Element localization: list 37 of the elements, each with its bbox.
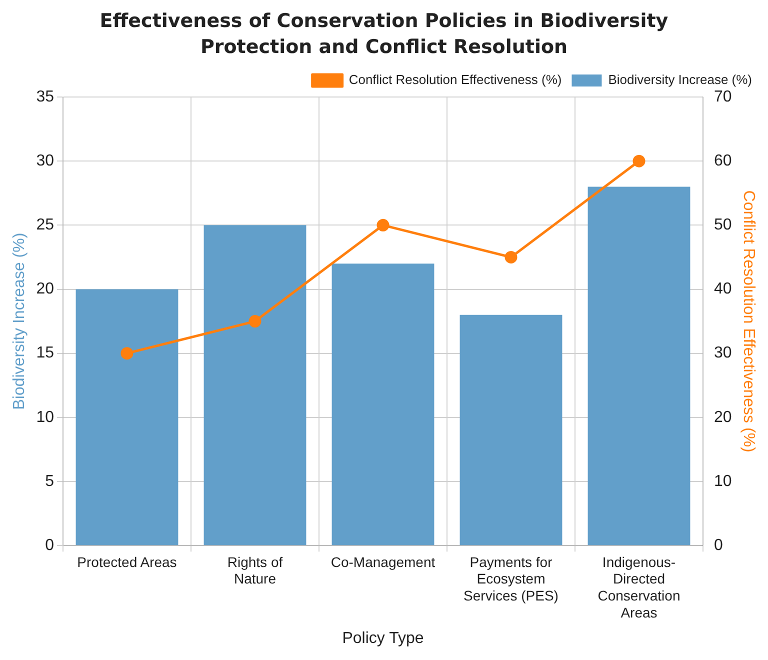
y2-axis-title: Conflict Resolution Effectiveness (%) <box>740 190 757 452</box>
x-tick-label: Payments for Ecosystem Services (PES) <box>464 554 558 604</box>
point <box>248 315 262 328</box>
y-tick-label: 25 <box>36 216 54 234</box>
y-tick-label: 5 <box>45 472 54 490</box>
bar <box>460 314 562 546</box>
y-tick-label: 0 <box>45 537 54 554</box>
y-tick-label: 15 <box>36 344 54 362</box>
bar <box>76 289 178 546</box>
point <box>504 250 518 264</box>
y2-tick-label: 70 <box>714 88 732 106</box>
x-tick-label: Protected Areas <box>77 554 177 570</box>
bar <box>204 225 306 546</box>
point <box>376 218 390 232</box>
legend-label: Conflict Resolution Effectiveness (%) <box>348 72 562 88</box>
x-tick-label: Indigenous-Directed Conservation Areas <box>598 554 680 620</box>
y2-tick-label: 30 <box>714 344 732 362</box>
y-axis-title: Biodiversity Increase (%) <box>11 232 28 410</box>
y2-tick-label: 40 <box>714 280 732 298</box>
y-tick-label: 30 <box>36 152 54 170</box>
x-axis-title: Policy Type <box>342 630 424 647</box>
y2-tick-label: 50 <box>714 216 732 234</box>
y2-tick-label: 0 <box>714 537 724 554</box>
y-tick-label: 20 <box>36 280 54 298</box>
y2-tick-label: 60 <box>714 152 732 170</box>
y-tick-label: 10 <box>36 408 54 426</box>
x-tick-label: Rights of Nature <box>227 554 283 587</box>
bar <box>332 264 434 546</box>
point <box>632 154 646 168</box>
bar <box>588 186 690 546</box>
x-tick-label: Co-Management <box>330 554 436 570</box>
point <box>120 347 134 360</box>
chart-title: Effectiveness of Conservation Policies in Biodiversity Protection and Conflict Resolution <box>98 9 670 60</box>
y2-tick-label: 20 <box>714 408 732 426</box>
y2-tick-label: 10 <box>714 472 732 490</box>
y-tick-label: 35 <box>36 88 54 106</box>
legend-label: Biodiversity Increase (%) <box>608 72 752 88</box>
